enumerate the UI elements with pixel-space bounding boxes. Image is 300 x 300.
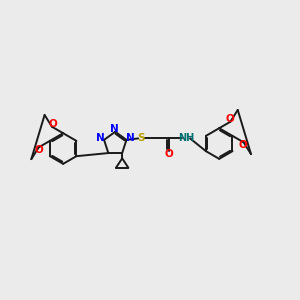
Text: O: O	[164, 149, 173, 159]
Text: O: O	[48, 119, 57, 129]
Text: NH: NH	[178, 133, 194, 143]
Text: N: N	[126, 134, 135, 143]
Text: O: O	[239, 140, 248, 150]
Text: S: S	[137, 134, 145, 143]
Text: O: O	[35, 145, 44, 155]
Text: N: N	[96, 134, 104, 143]
Text: O: O	[225, 114, 234, 124]
Text: N: N	[110, 124, 119, 134]
